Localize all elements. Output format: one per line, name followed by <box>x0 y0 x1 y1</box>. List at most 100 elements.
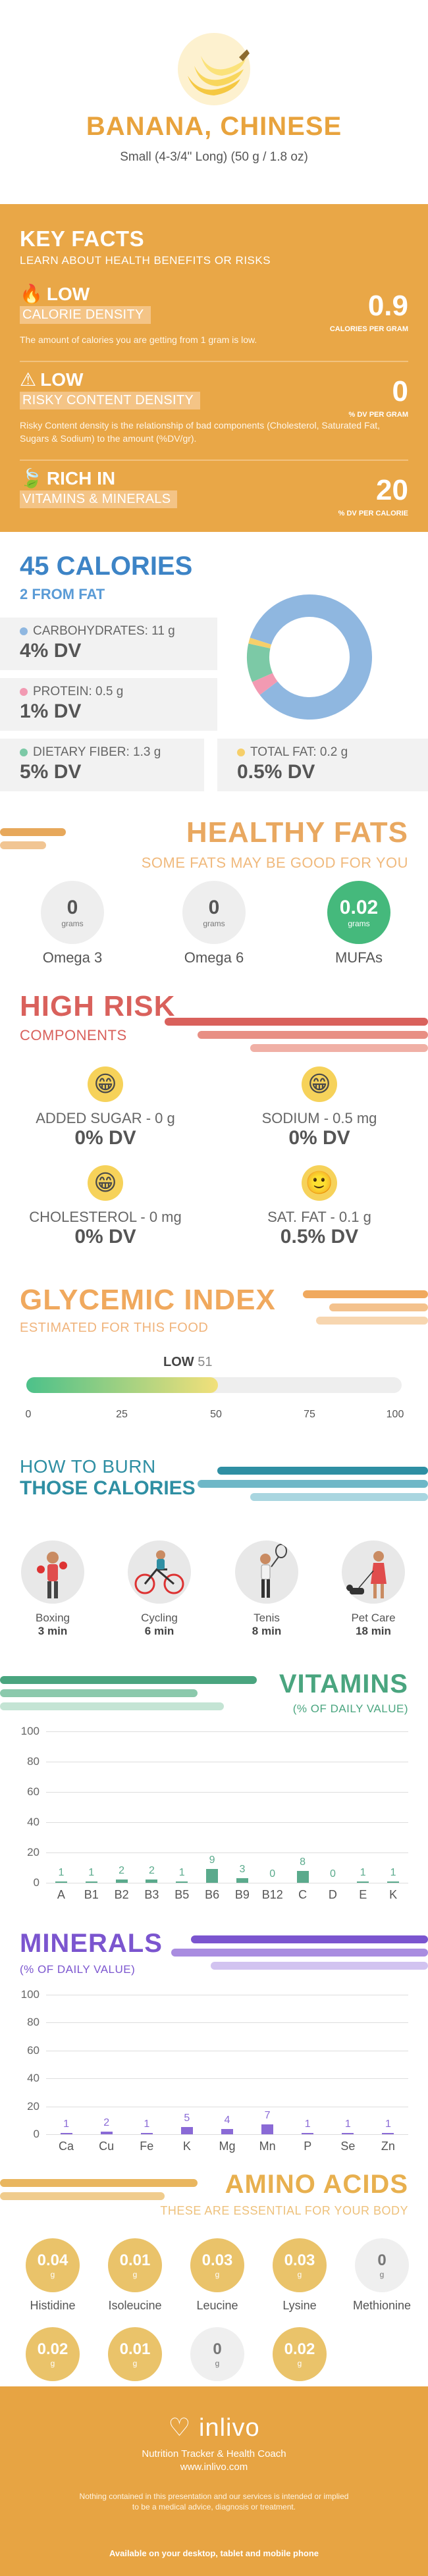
bar-B2 <box>115 1879 128 1883</box>
amino-unit: g <box>297 2270 302 2279</box>
x-tick-label: B12 <box>261 1888 283 1901</box>
disclaimer-line1: Nothing contained in this presentation a… <box>79 2492 349 2501</box>
fat-value: 0.02 <box>339 897 379 918</box>
decor-stripe <box>0 828 66 836</box>
amino-name: Leucine <box>196 2299 238 2312</box>
calories-subtitle: 2 FROM FAT <box>20 586 105 602</box>
bar-value-label: 8 <box>300 1856 306 1868</box>
bar-value-label: 1 <box>88 1866 95 1878</box>
glycemic-readout: LOW 51 <box>163 1355 212 1370</box>
key-fact-calorie-density: 🔥 LOW CALORIE DENSITY 0.9 CALORIES PER GR… <box>20 283 408 346</box>
bar-value-label: 2 <box>119 1865 125 1877</box>
fat-omega6: 0 grams Omega 6 <box>155 881 273 966</box>
smile-face-icon: 🙂 <box>302 1165 337 1201</box>
decor-stripe <box>250 1044 428 1052</box>
bar-B1 <box>85 1881 97 1883</box>
minerals-bar-chart: 100 80 60 40 20 0 1 Ca 2 Cu 1 Fe 5 K 4 Mg 7 Mn 1 P 1 Se 1 Zn <box>0 1922 428 2166</box>
decor-stripe <box>0 2192 165 2200</box>
calories-section: 45 CALORIES 2 FROM FAT CARBOHYDRATES: 11… <box>0 532 428 808</box>
x-tick-label: Cu <box>99 2140 115 2153</box>
fat-unit: grams <box>348 919 370 928</box>
amino-isoleucine: 0.01 g Isoleucine <box>95 2238 174 2313</box>
brand-url[interactable]: www.inlivo.com <box>180 2461 248 2473</box>
minerals-section: MINERALS (% OF DAILY VALUE) 100 80 60 40 20 0… <box>0 1922 428 2166</box>
activity-boxing: Boxing 3 min <box>7 1540 99 1638</box>
vitamins-section: VITAMINS (% OF DAILY VALUE) 100 80 60 40 20 0… <box>0 1659 428 1922</box>
amino-circle: 0.01 g <box>108 2238 162 2292</box>
fat-name: Omega 3 <box>42 949 103 966</box>
amino-value: 0.03 <box>284 2251 315 2269</box>
decor-stripe <box>191 1935 428 1943</box>
bar-B9 <box>236 1878 248 1883</box>
decor-stripe <box>0 1676 257 1684</box>
healthy-fats-title: HEALTHY FATS <box>186 816 408 849</box>
burn-section: HOW TO BURN THOSE CALORIES Boxing 3 min … <box>0 1448 428 1659</box>
bar-P <box>302 2132 314 2134</box>
key-fact-unit: CALORIES PER GRAM <box>329 325 408 333</box>
high-risk-section: HIGH RISK COMPONENTS 😁 ADDED SUGAR - 0 g… <box>0 981 428 1251</box>
burn-title-line2: THOSE CALORIES <box>20 1477 196 1499</box>
fat-unit: grams <box>61 919 84 928</box>
bar-C <box>296 1870 309 1883</box>
activity-time: 8 min <box>252 1625 282 1637</box>
healthy-fats-subtitle: SOME FATS MAY BE GOOD FOR YOU <box>141 854 408 871</box>
gi-tick: 75 <box>304 1409 315 1420</box>
key-fact-unit: % DV PER CALORIE <box>338 510 408 517</box>
vitamins-title: VITAMINS <box>279 1669 408 1698</box>
x-tick-label: C <box>298 1888 308 1901</box>
decor-stripe <box>316 1317 428 1325</box>
bar-value-label: 2 <box>103 2116 110 2128</box>
risk-cholesterol: 😁 CHOLESTEROL - 0 mg 0% DV <box>7 1165 204 1248</box>
bar-value-label: 1 <box>58 1866 65 1878</box>
gi-tick: 100 <box>386 1409 404 1420</box>
x-tick-label: A <box>57 1888 65 1901</box>
macro-fiber: DIETARY FIBER: 1.3 g 5% DV <box>0 739 204 791</box>
key-fact-label: RISKY CONTENT DENSITY <box>20 392 201 409</box>
x-tick-label: K <box>182 2140 191 2153</box>
macro-carbohydrates: CARBOHYDRATES: 11 g 4% DV <box>0 618 217 670</box>
y-tick-label: 80 <box>27 2016 40 2029</box>
amino-methionine: 0 g Methionine <box>342 2238 421 2313</box>
key-fact-label: CALORIE DENSITY <box>20 306 151 324</box>
amino-value: 0.04 <box>37 2251 68 2269</box>
bar-Se <box>342 2132 354 2134</box>
activity-tennis: Tenis 8 min <box>221 1540 313 1638</box>
risk-value: 0% DV <box>288 1127 350 1149</box>
glycemic-fill <box>26 1377 218 1393</box>
decor-stripe <box>303 1290 428 1298</box>
amino-value: 0 <box>213 2340 222 2358</box>
availability-note: Available on your desktop, tablet and mo… <box>109 2548 319 2558</box>
bar-value-label: 5 <box>184 2113 190 2124</box>
gi-tick: 50 <box>210 1409 222 1420</box>
bar-value-label: 1 <box>304 2118 311 2130</box>
food-title: BANANA, CHINESE <box>86 112 342 141</box>
y-tick-label: 20 <box>27 2099 40 2113</box>
donut-slice-carbohydrates <box>250 594 372 720</box>
key-fact-level: LOW <box>40 369 84 390</box>
decor-stripe <box>0 1689 198 1697</box>
bar-value-label: 1 <box>390 1866 396 1878</box>
fiber-dot <box>20 749 28 756</box>
risk-value: 0% DV <box>74 1226 136 1248</box>
key-fact-label: VITAMINS & MINERALS <box>20 490 178 508</box>
amino-value: 0.02 <box>284 2340 315 2358</box>
smile-face-icon: 😁 <box>88 1066 123 1102</box>
activity-time: 3 min <box>38 1625 68 1637</box>
vitamins-bar-chart: 100 80 60 40 20 0 1 A 1 B1 2 B2 2 B3 1 B5 9 B6 3 B9 0 B12 8 C 0 D… <box>0 1659 428 1922</box>
amino-section: AMINO ACIDS THESE ARE ESSENTIAL FOR YOUR… <box>0 2166 428 2401</box>
footer: ♡ inlivo Nutrition Tracker & Health Coac… <box>0 2386 428 2576</box>
macro-label: PROTEIN: 0.5 g <box>33 685 124 698</box>
bar-value-label: 7 <box>264 2110 271 2122</box>
minerals-subtitle: (% OF DAILY VALUE) <box>20 1963 136 1976</box>
x-tick-label: Mg <box>219 2140 236 2153</box>
amino-unit: g <box>50 2270 55 2279</box>
brand-logo: ♡ inlivo <box>0 2413 428 2442</box>
x-tick-label: B1 <box>84 1888 99 1901</box>
x-tick-label: Fe <box>140 2140 154 2153</box>
decor-stripe <box>0 2179 198 2187</box>
y-tick-label: 80 <box>27 1755 40 1768</box>
activity-cycling: Cycling 6 min <box>113 1540 205 1638</box>
bar-value-label: 1 <box>385 2118 391 2130</box>
macro-label: CARBOHYDRATES: 11 g <box>33 624 175 638</box>
